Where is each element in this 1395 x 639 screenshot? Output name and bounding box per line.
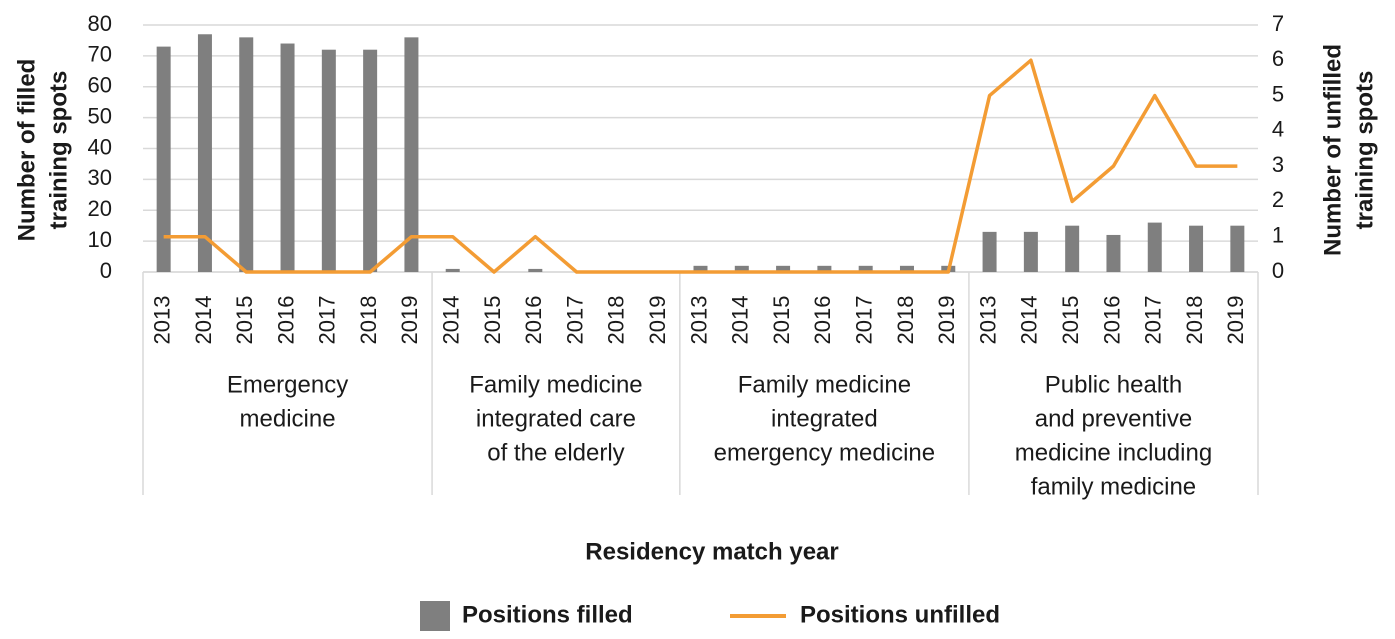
x-tick-label: 2014 — [439, 296, 464, 345]
group-label: integrated — [771, 405, 878, 432]
y2-tick-label: 7 — [1272, 11, 1284, 36]
y-axis-title: training spots — [45, 71, 72, 230]
y2-tick-label: 6 — [1272, 46, 1284, 71]
group-label: Family medicine — [469, 371, 642, 398]
y-tick-label: 40 — [88, 134, 112, 159]
y-tick-label: 0 — [100, 258, 112, 283]
bar — [239, 37, 254, 272]
legend-swatch — [420, 601, 450, 631]
x-tick-label: 2018 — [356, 296, 381, 345]
group-label: Family medicine — [738, 371, 911, 398]
legend-label: Positions filled — [462, 601, 633, 628]
group-label: of the elderly — [487, 439, 624, 466]
group-label: medicine — [240, 405, 336, 432]
x-tick-label: 2017 — [315, 296, 340, 345]
bar — [197, 34, 212, 273]
bar — [899, 265, 914, 272]
x-tick-label: 2017 — [851, 296, 876, 345]
bar — [982, 231, 997, 272]
group-label: family medicine — [1031, 473, 1196, 500]
y2-tick-label: 4 — [1272, 117, 1284, 142]
x-tick-label: 2015 — [769, 296, 794, 345]
x-tick-label: 2013 — [149, 296, 174, 345]
x-tick-label: 2015 — [1058, 296, 1083, 345]
bar — [817, 265, 832, 272]
bar — [1147, 222, 1162, 272]
y2-axis-title: training spots — [1351, 71, 1378, 230]
x-tick-label: 2019 — [934, 296, 959, 345]
group-label: and preventive — [1035, 405, 1192, 432]
x-tick-label: 2016 — [273, 296, 298, 345]
x-tick-label: 2018 — [893, 296, 918, 345]
x-tick-label: 2014 — [191, 296, 216, 345]
bar — [1230, 225, 1245, 272]
y2-tick-label: 1 — [1272, 223, 1284, 248]
bar — [528, 268, 543, 272]
x-tick-label: 2017 — [1141, 296, 1166, 345]
bar — [156, 46, 171, 272]
x-tick-label: 2016 — [810, 296, 835, 345]
bar — [1023, 231, 1038, 272]
y-axis-title: Number of filled — [13, 59, 40, 242]
bar — [280, 43, 295, 273]
x-axis-title: Residency match year — [585, 538, 838, 565]
bar — [858, 265, 873, 272]
x-tick-label: 2014 — [728, 296, 753, 345]
bar — [363, 49, 378, 273]
group-label: integrated care — [476, 405, 636, 432]
x-tick-label: 2015 — [480, 296, 505, 345]
x-tick-label: 2016 — [1099, 296, 1124, 345]
x-tick-label: 2013 — [686, 296, 711, 345]
x-tick-label: 2019 — [1223, 296, 1248, 345]
legend-label: Positions unfilled — [800, 601, 1000, 628]
x-tick-label: 2019 — [645, 296, 670, 345]
x-tick-label: 2017 — [562, 296, 587, 345]
bar — [776, 265, 791, 272]
x-tick-label: 2018 — [1182, 296, 1207, 345]
y-tick-label: 60 — [88, 73, 112, 98]
x-tick-label: 2013 — [975, 296, 1000, 345]
y2-tick-label: 3 — [1272, 152, 1284, 177]
line — [163, 58, 1238, 274]
bar — [1106, 234, 1121, 272]
group-label: Emergency — [227, 371, 348, 398]
bar — [693, 265, 708, 272]
x-tick-label: 2018 — [604, 296, 629, 345]
bar — [321, 49, 336, 273]
x-tick-label: 2016 — [521, 296, 546, 345]
x-tick-label: 2015 — [232, 296, 257, 345]
bar — [734, 265, 749, 272]
y-tick-label: 70 — [88, 42, 112, 67]
bar — [404, 37, 419, 272]
y-tick-label: 30 — [88, 165, 112, 190]
group-label: Public health — [1045, 371, 1182, 398]
y2-tick-label: 0 — [1272, 258, 1284, 283]
y-tick-label: 20 — [88, 196, 112, 221]
x-tick-label: 2014 — [1017, 296, 1042, 345]
y-tick-label: 10 — [88, 227, 112, 252]
bar — [1189, 225, 1204, 272]
y-tick-label: 50 — [88, 103, 112, 128]
bar — [1065, 225, 1080, 272]
y2-tick-label: 2 — [1272, 187, 1284, 212]
x-tick-label: 2019 — [397, 296, 422, 345]
group-label: emergency medicine — [714, 439, 935, 466]
bar — [445, 268, 460, 272]
y-tick-label: 80 — [88, 11, 112, 36]
group-label: medicine including — [1015, 439, 1212, 466]
y2-axis-title: Number of unfilled — [1319, 44, 1346, 256]
y2-tick-label: 5 — [1272, 81, 1284, 106]
